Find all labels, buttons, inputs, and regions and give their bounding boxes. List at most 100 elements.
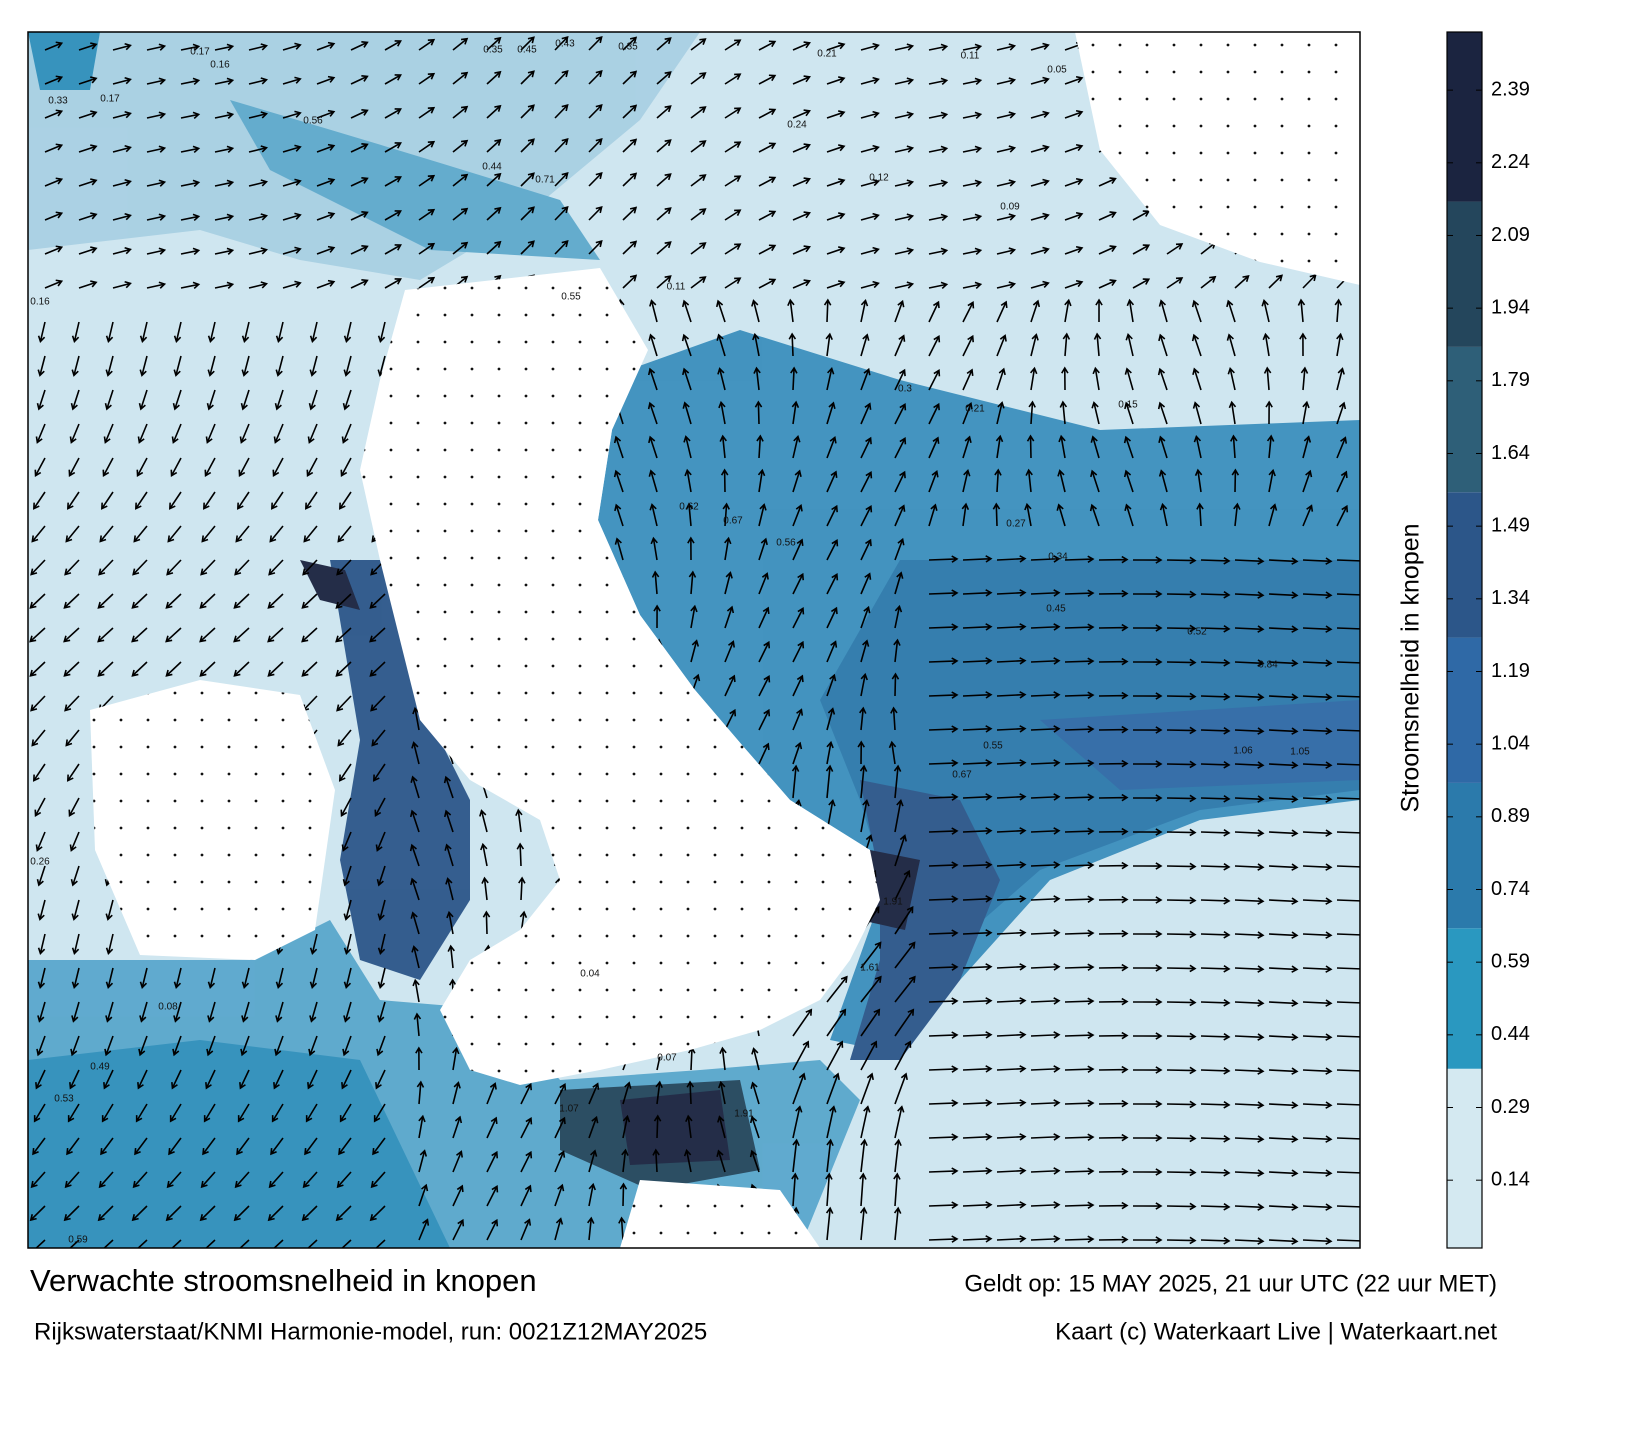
current-arrow — [962, 111, 983, 120]
current-arrow — [962, 963, 993, 971]
current-arrow — [1336, 172, 1351, 187]
current-arrow — [928, 247, 949, 256]
current-arrow — [105, 1001, 114, 1023]
current-arrow — [894, 1105, 905, 1139]
current-arrow — [146, 281, 167, 289]
current-arrow — [1234, 1237, 1265, 1245]
current-arrow — [554, 1082, 567, 1105]
grid-dot — [389, 367, 393, 371]
current-arrow — [1200, 1033, 1231, 1041]
grid-dot — [659, 826, 663, 830]
current-arrow — [350, 278, 369, 289]
current-arrow — [622, 980, 634, 1003]
speed-label: 0.3 — [898, 384, 912, 395]
current-arrow — [486, 334, 498, 357]
grid-dot — [713, 853, 717, 857]
current-arrow — [486, 1013, 495, 1037]
current-arrow — [888, 740, 897, 765]
current-arrow — [928, 861, 959, 869]
current-arrow — [239, 423, 250, 444]
current-arrow — [340, 797, 352, 818]
grid-dot — [497, 1069, 501, 1073]
current-arrow — [1030, 110, 1050, 119]
grid-dot — [632, 745, 636, 749]
colorbar-band — [1447, 1068, 1482, 1248]
current-arrow — [350, 210, 369, 221]
current-arrow — [180, 281, 201, 290]
grid-dot — [470, 664, 474, 668]
current-arrow — [336, 695, 352, 712]
current-arrow — [792, 799, 802, 833]
current-arrow — [1098, 963, 1129, 972]
current-arrow — [452, 1150, 464, 1173]
current-arrow — [1268, 965, 1299, 973]
current-arrow — [1064, 75, 1084, 85]
current-arrow — [690, 38, 707, 51]
current-arrow — [690, 106, 707, 119]
speed-label: 0.49 — [90, 1062, 110, 1073]
speed-label: 1.91 — [734, 1109, 754, 1120]
current-arrow — [1336, 138, 1351, 153]
current-arrow — [484, 944, 492, 969]
grid-dot — [767, 826, 771, 830]
current-arrow — [724, 743, 737, 765]
current-arrow — [303, 1239, 318, 1248]
grid-dot — [1199, 97, 1203, 101]
current-arrow — [1200, 1067, 1231, 1075]
current-arrow — [1268, 503, 1278, 527]
current-arrow — [97, 593, 114, 609]
current-arrow — [962, 43, 983, 52]
current-arrow — [690, 811, 703, 833]
current-arrow — [826, 435, 837, 459]
current-arrow — [1166, 964, 1197, 973]
current-arrow — [682, 367, 692, 391]
colorbar-tick-label: 1.49 — [1491, 514, 1530, 536]
grid-dot — [551, 1069, 555, 1073]
current-arrow — [134, 491, 148, 510]
current-arrow — [894, 1040, 912, 1071]
current-arrow — [201, 729, 216, 747]
current-arrow — [581, 400, 590, 425]
current-arrow — [336, 1171, 352, 1189]
current-arrow — [37, 355, 46, 377]
current-arrow — [1089, 503, 1100, 527]
current-arrow — [928, 895, 959, 903]
grid-dot — [443, 1015, 447, 1019]
current-arrow — [1268, 727, 1299, 735]
current-arrow — [1064, 1167, 1095, 1176]
map-title: Verwachte stroomsnelheid in knopen — [30, 1263, 537, 1298]
grid-dot — [1307, 205, 1311, 209]
current-arrow — [268, 695, 284, 712]
current-arrow — [1166, 658, 1197, 667]
current-arrow — [1336, 104, 1351, 119]
grid-dot — [524, 772, 528, 776]
current-arrow — [894, 537, 905, 561]
current-arrow — [758, 742, 770, 765]
current-arrow — [1336, 240, 1351, 255]
current-arrow — [104, 389, 114, 411]
current-arrow — [758, 809, 769, 833]
grid-dot — [254, 934, 258, 938]
grid-dot — [605, 1042, 609, 1046]
current-arrow — [724, 73, 742, 85]
current-arrow — [267, 627, 284, 643]
current-arrow — [758, 108, 777, 119]
current-arrow — [547, 706, 556, 731]
current-arrow — [826, 1072, 840, 1105]
current-arrow — [656, 241, 672, 255]
current-arrow — [516, 842, 525, 867]
current-arrow — [282, 280, 302, 289]
current-arrow — [1302, 240, 1317, 255]
current-arrow — [1200, 693, 1231, 701]
current-arrow — [340, 457, 352, 478]
grid-dot — [389, 448, 393, 452]
current-arrow — [133, 1239, 148, 1248]
current-arrow — [384, 74, 402, 85]
current-arrow — [350, 142, 369, 153]
current-arrow — [372, 1137, 386, 1156]
current-arrow — [64, 695, 80, 712]
current-arrow — [1268, 206, 1283, 221]
grid-dot — [119, 718, 123, 722]
current-arrow — [1064, 759, 1095, 767]
current-arrow — [792, 109, 811, 119]
